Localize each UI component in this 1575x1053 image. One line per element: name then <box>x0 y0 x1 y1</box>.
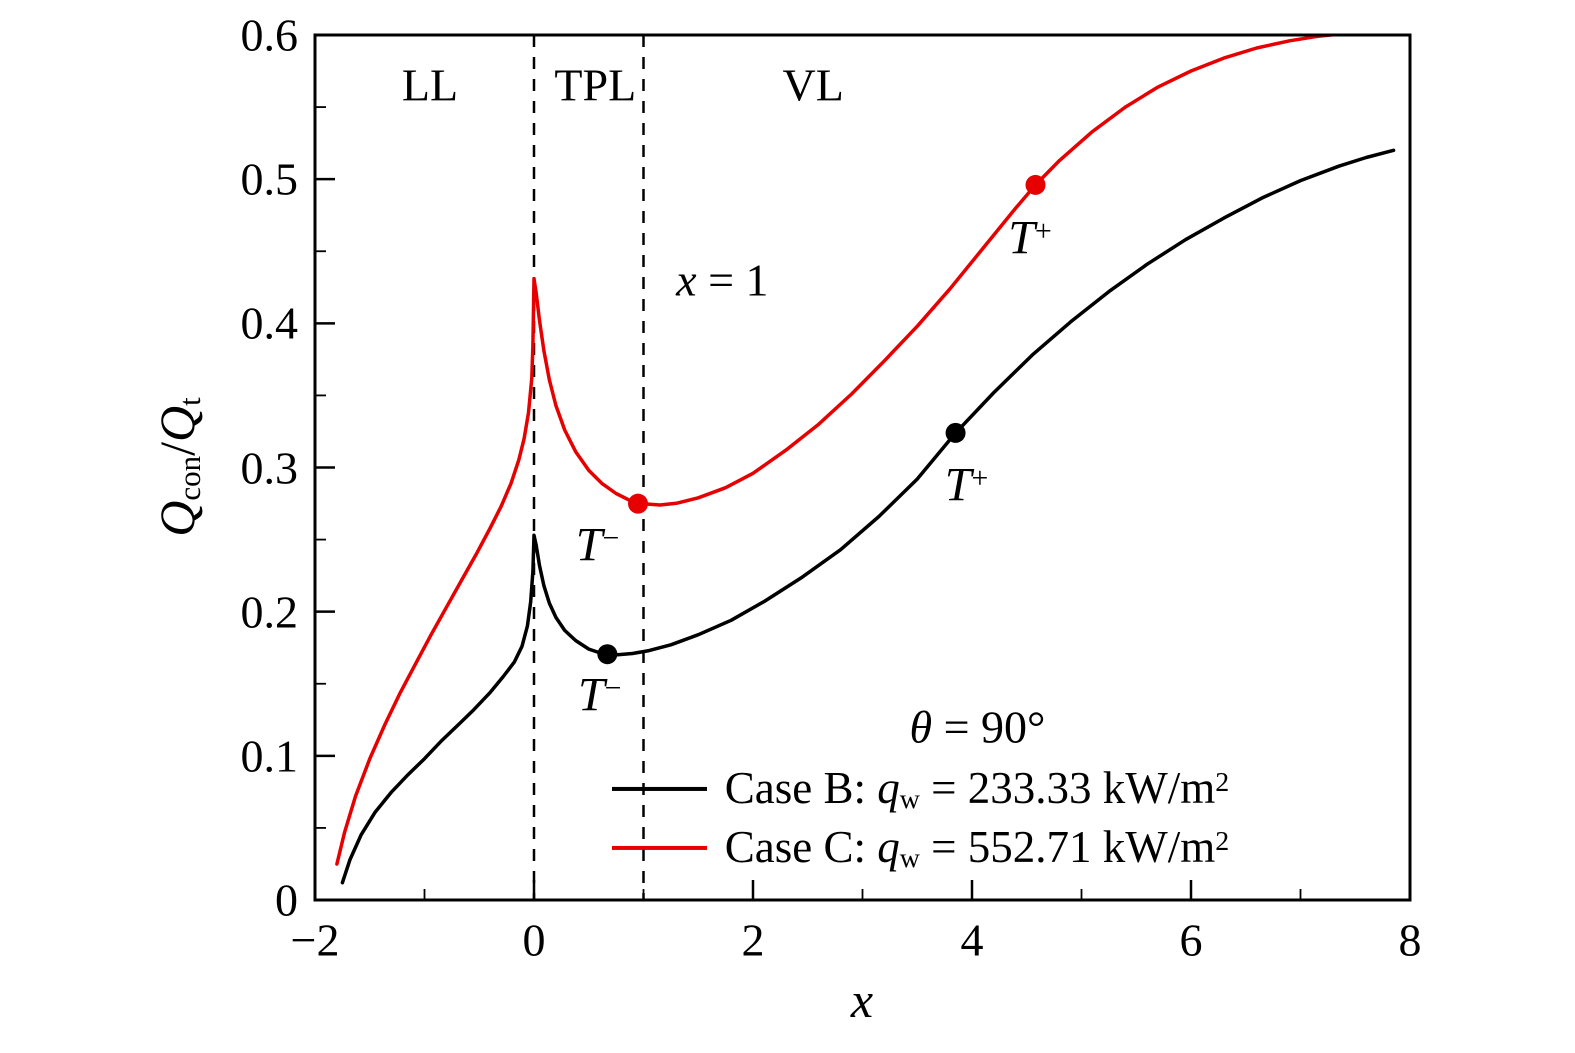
marker-t-minus-case-c <box>628 493 649 514</box>
plot-frame <box>313 33 1412 902</box>
y-tick-label-0.3: 0.3 <box>240 442 299 493</box>
y-tick-label-0.2: 0.2 <box>240 586 299 638</box>
marker-t-plus-case-c <box>1025 174 1046 195</box>
x-axis-label: x <box>851 971 873 1029</box>
y-axis-label: Qcon/Qt <box>148 397 208 537</box>
curve-case-b <box>340 148 1396 885</box>
x-axis-label-var: x <box>850 972 874 1028</box>
label-t-minus-case-b: T− <box>578 668 621 723</box>
x-tick-label-0: 0 <box>522 914 546 966</box>
region-label-vl: VL <box>782 59 844 111</box>
label-t-plus-case-c-sup: + <box>1034 214 1052 248</box>
annotation-theta-var: θ <box>909 701 933 753</box>
marker-t-minus-case-b <box>597 644 618 665</box>
curve-case-c <box>335 35 1346 866</box>
y-tick-label-0.6: 0.6 <box>240 9 299 61</box>
label-t-minus-case-c-sup: − <box>602 521 620 555</box>
region-label-ll: LL <box>401 59 459 111</box>
label-t-minus-case-c: T− <box>576 518 619 573</box>
annotation-x-equals-1: x = 1 <box>676 254 768 307</box>
label-t-minus-case-b-sup: − <box>604 671 622 705</box>
y-tick-label-0.5: 0.5 <box>240 153 299 205</box>
y-axis-label-sub1: con <box>171 455 207 501</box>
x-tick-label-6: 6 <box>1179 914 1203 966</box>
y-axis-label-q1: Q <box>149 500 206 537</box>
legend-text-case-b: Case B: qw = 233.33 kW/m2 <box>724 762 1230 816</box>
legend-item-case-b: Case B: qw = 233.33 kW/m2 <box>611 762 1230 816</box>
annotation-theta: θ = 90° <box>909 701 1045 754</box>
y-tick-label-0: 0 <box>275 874 298 926</box>
legend-item-case-c: Case C: qw = 552.71 kW/m2 <box>611 821 1230 875</box>
label-t-plus-case-b-sup: + <box>971 461 989 495</box>
label-t-minus-case-c-base: T <box>575 518 603 572</box>
label-t-plus-case-b-base: T <box>944 458 972 512</box>
label-t-plus-case-b: T+ <box>945 457 988 512</box>
x-tick-label-4: 4 <box>960 914 984 966</box>
x-tick-label-2: 2 <box>741 914 765 966</box>
region-label-tpl: TPL <box>554 59 637 111</box>
x-tick-label--2: −2 <box>290 914 340 966</box>
legend-text-case-c: Case C: qw = 552.71 kW/m2 <box>724 822 1230 875</box>
y-tick-label-0.1: 0.1 <box>240 730 299 782</box>
legend-line-sample-case-b <box>611 786 707 791</box>
label-t-minus-case-b-base: T <box>577 668 605 722</box>
x-tick-label-8: 8 <box>1398 914 1422 966</box>
label-t-plus-case-c-base: T <box>1008 211 1035 265</box>
y-axis-label-sub2: t <box>171 397 207 406</box>
y-axis-label-slash: / <box>149 441 206 456</box>
marker-t-plus-case-b <box>945 422 966 443</box>
legend-line-sample-case-c <box>611 846 707 851</box>
annotation-x-equals-1-var: x <box>676 254 697 306</box>
y-axis-label-q2: Q <box>149 405 206 442</box>
label-t-plus-case-c: T+ <box>1008 211 1051 266</box>
annotation-theta-rest: = 90° <box>932 701 1046 753</box>
y-tick-label-0.4: 0.4 <box>240 297 299 349</box>
annotation-x-equals-1-rest: = 1 <box>696 254 769 306</box>
